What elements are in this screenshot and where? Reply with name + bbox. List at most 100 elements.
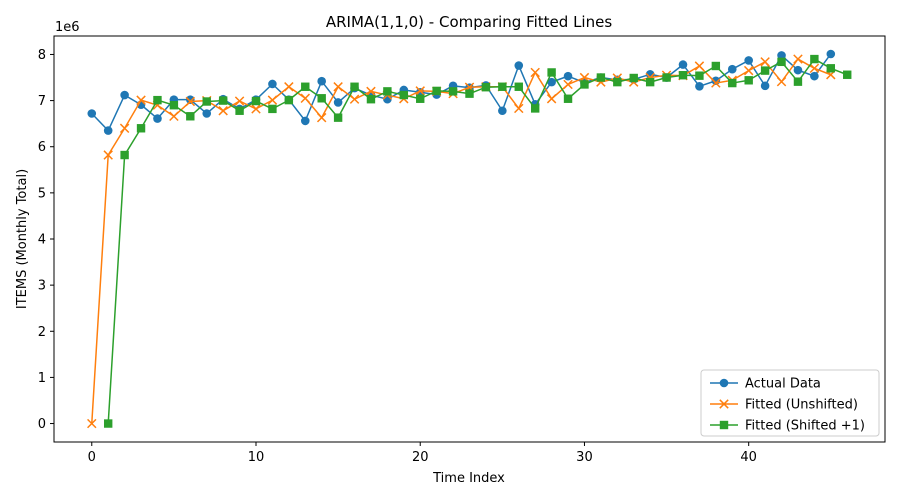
data-point: [268, 104, 277, 114]
data-point: [777, 57, 786, 67]
data-point: [349, 94, 360, 104]
data-point: [136, 95, 146, 105]
x-axis-label: Time Index: [432, 471, 505, 486]
data-point: [662, 73, 671, 82]
data-point: [760, 66, 770, 75]
legend-marker: [719, 378, 729, 388]
data-point: [826, 49, 836, 59]
data-point: [103, 150, 113, 160]
x-axis: 0 10 20 30 40: [88, 442, 757, 465]
data-point: [136, 124, 146, 133]
y-tick-label: 5: [38, 186, 46, 201]
data-point: [333, 113, 343, 122]
data-point: [711, 61, 721, 71]
y-tick-label: 0: [38, 417, 46, 432]
data-point: [268, 79, 277, 89]
data-point: [103, 126, 113, 135]
chart-title: ARIMA(1,1,0) - Comparing Fitted Lines: [326, 13, 612, 31]
data-point: [760, 81, 770, 91]
data-point: [728, 78, 737, 88]
data-point: [301, 82, 310, 91]
data-point: [563, 94, 573, 103]
data-point: [153, 95, 162, 105]
data-point: [514, 82, 523, 91]
x-tick-label: 10: [248, 450, 265, 465]
data-point: [366, 86, 376, 97]
x-tick-label: 20: [412, 450, 429, 465]
data-point: [546, 94, 557, 104]
data-point: [580, 80, 589, 89]
y-offset-label: 1e6: [55, 20, 80, 35]
legend-label: Actual Data: [745, 377, 821, 392]
data-point: [103, 419, 113, 428]
data-point: [678, 71, 688, 80]
legend-marker: [719, 420, 729, 430]
series-3: [103, 54, 852, 428]
legend-entry: Actual Data: [710, 377, 821, 392]
x-tick-label: 30: [576, 450, 593, 465]
data-point: [793, 54, 803, 64]
data-point: [744, 56, 753, 65]
y-tick-label: 3: [38, 279, 46, 294]
data-point: [153, 114, 162, 123]
data-point: [284, 95, 294, 105]
data-point: [87, 418, 97, 429]
data-point: [251, 96, 261, 106]
data-point: [810, 54, 819, 64]
data-point: [514, 103, 524, 114]
data-point: [234, 96, 245, 106]
y-axis: 0 1 2 3 4 5 6 7 8: [38, 48, 54, 432]
data-point: [317, 76, 326, 86]
data-point: [809, 63, 820, 74]
legend-box: [700, 369, 880, 437]
legend-entry: Fitted (Shifted +1): [710, 419, 865, 434]
data-point: [744, 76, 753, 85]
data-point: [87, 109, 97, 118]
data-point: [695, 71, 704, 80]
data-point: [695, 81, 704, 91]
data-point: [284, 82, 294, 92]
data-point: [843, 70, 852, 79]
data-point: [186, 112, 195, 121]
data-point: [185, 96, 196, 107]
data-point: [530, 104, 540, 113]
data-point: [251, 104, 261, 114]
data-point: [119, 123, 130, 134]
data-point: [645, 77, 655, 87]
data-point: [547, 68, 556, 77]
data-point: [563, 79, 573, 90]
data-point: [399, 90, 409, 100]
y-axis-label: ITEMS (Monthly Total): [15, 169, 30, 309]
data-point: [793, 65, 803, 75]
data-point: [777, 51, 786, 60]
legend-label: Fitted (Unshifted): [745, 398, 858, 413]
data-point: [267, 95, 278, 105]
data-point: [743, 65, 754, 76]
data-point: [826, 64, 836, 73]
data-point: [333, 98, 343, 107]
y-tick-label: 2: [38, 325, 46, 340]
data-point: [235, 106, 244, 115]
data-point: [202, 109, 212, 118]
data-point: [202, 97, 211, 106]
data-point: [481, 83, 491, 92]
y-tick-label: 1: [38, 371, 46, 386]
series-line: [91, 58, 832, 424]
data-point: [694, 61, 705, 71]
series-line: [107, 58, 848, 424]
x-tick-label: 0: [88, 450, 96, 465]
data-point: [760, 57, 770, 67]
x-tick-label: 40: [740, 450, 757, 465]
data-point: [810, 71, 819, 81]
data-point: [498, 82, 507, 91]
y-tick-label: 6: [38, 140, 46, 155]
data-point: [645, 69, 655, 79]
data-point: [333, 82, 343, 92]
data-point: [169, 111, 179, 122]
data-point: [383, 87, 392, 96]
data-point: [416, 94, 425, 103]
legend: Actual Data Fitted (Unshifted) Fitted (Shi…: [700, 369, 880, 437]
data-point: [415, 86, 425, 96]
data-point: [432, 86, 441, 96]
